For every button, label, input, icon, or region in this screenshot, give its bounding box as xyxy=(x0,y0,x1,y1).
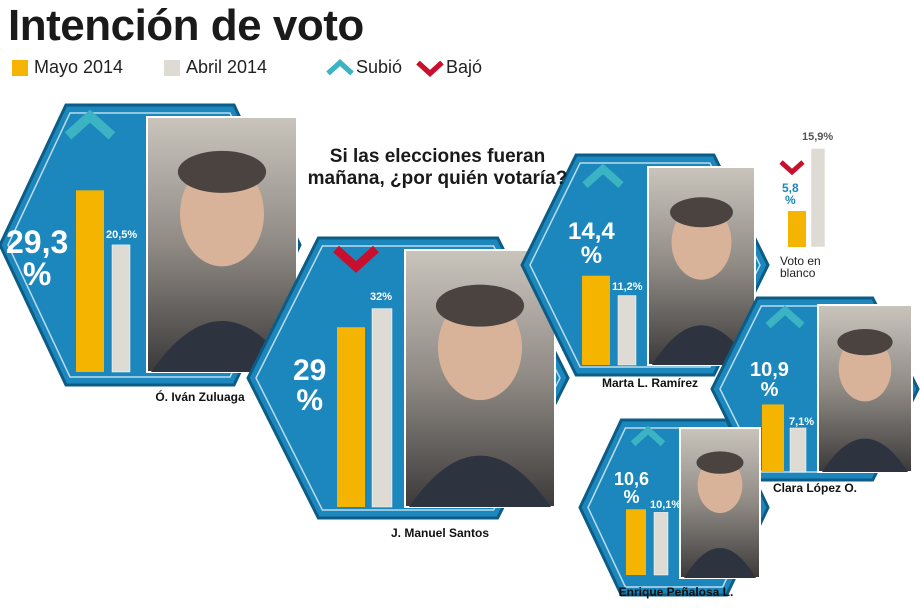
value-label: 10,9 % xyxy=(750,359,789,401)
hexagon-inner xyxy=(255,245,561,511)
value-label: 14,4 % xyxy=(568,218,615,269)
value-label: 32% xyxy=(370,291,393,303)
category-label: J. Manuel Santos xyxy=(390,526,490,540)
bar xyxy=(76,190,104,372)
photo-body xyxy=(822,438,908,472)
trend-icon xyxy=(64,109,116,140)
trend-icon xyxy=(630,425,666,447)
value-label: 7,1% xyxy=(789,416,815,428)
bar xyxy=(789,427,807,473)
value-label: 10,6 % xyxy=(614,469,650,507)
bar xyxy=(626,509,646,575)
legend-label: Bajó xyxy=(446,57,483,77)
trend-icon xyxy=(582,163,624,189)
bar xyxy=(111,244,131,373)
chart-title: Intención de voto xyxy=(8,1,364,50)
bar xyxy=(337,327,365,507)
photo-body xyxy=(652,325,751,365)
legend-label: Abril 2014 xyxy=(186,57,268,77)
value-label: 5,8 % xyxy=(782,181,799,207)
photo-hair xyxy=(670,197,733,228)
bar xyxy=(617,295,637,366)
hexagon-inner xyxy=(529,162,761,368)
bar xyxy=(582,275,610,365)
legend-trend-icon xyxy=(416,60,444,77)
legend-label: Subió xyxy=(356,57,403,77)
bar xyxy=(653,512,669,576)
legend-trend-icon xyxy=(326,59,354,76)
legend-label: Mayo 2014 xyxy=(34,57,124,77)
bar xyxy=(762,404,784,472)
legend-swatch xyxy=(164,60,180,76)
photo-hair xyxy=(837,328,893,356)
legend-swatch xyxy=(12,60,28,76)
value-label: 15,9% xyxy=(802,131,834,143)
value-label: 29,3 % xyxy=(6,224,69,292)
subtitle: Si las elecciones fueran mañana, ¿por qu… xyxy=(307,146,568,189)
photo-hair xyxy=(696,451,744,474)
category-label: Ó. Iván Zuluaga xyxy=(155,390,245,404)
trend-icon xyxy=(779,160,805,176)
photo-hair xyxy=(435,284,525,327)
photo-body xyxy=(409,455,551,507)
photo-hair xyxy=(177,150,267,193)
category-label: Clara López O. xyxy=(772,481,858,495)
trend-icon xyxy=(333,245,379,273)
photo-body xyxy=(684,548,756,578)
bar xyxy=(810,148,826,248)
bar xyxy=(371,308,393,508)
value-label: 20,5% xyxy=(106,229,138,241)
value-label: 10,1% xyxy=(650,499,682,511)
category-label: Marta L. Ramírez xyxy=(601,376,699,390)
trend-icon xyxy=(765,305,805,329)
category-label: Enrique Peñalosa L. xyxy=(618,585,734,599)
value-label: 11,2% xyxy=(612,281,643,293)
bar xyxy=(788,211,806,247)
value-label: 29 % xyxy=(293,354,327,417)
category-label: Voto en blanco xyxy=(780,254,821,280)
